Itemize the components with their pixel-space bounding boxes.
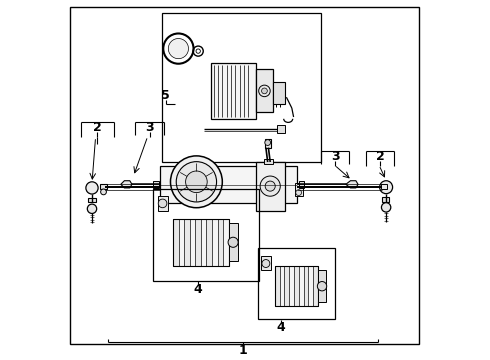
Circle shape bbox=[169, 39, 189, 59]
Bar bbox=[223, 219, 229, 266]
Bar bbox=[275, 266, 280, 306]
Bar bbox=[294, 266, 299, 306]
Bar bbox=[285, 266, 289, 306]
Bar bbox=[212, 219, 218, 266]
Bar bbox=[201, 219, 206, 266]
Text: 2: 2 bbox=[376, 150, 384, 163]
Bar bbox=[162, 13, 320, 162]
Bar bbox=[196, 219, 201, 266]
Circle shape bbox=[260, 176, 280, 196]
Circle shape bbox=[186, 171, 207, 193]
Bar bbox=[88, 198, 96, 202]
Bar bbox=[382, 197, 390, 202]
Bar bbox=[184, 219, 190, 266]
Bar bbox=[275, 266, 318, 306]
Bar bbox=[304, 266, 309, 306]
Bar bbox=[264, 159, 273, 164]
Bar bbox=[173, 219, 178, 266]
Circle shape bbox=[381, 203, 391, 212]
Text: 4: 4 bbox=[277, 321, 285, 334]
Bar bbox=[265, 139, 270, 148]
Circle shape bbox=[262, 260, 270, 267]
Bar bbox=[178, 219, 184, 266]
Bar bbox=[280, 266, 285, 306]
Bar bbox=[258, 248, 335, 319]
Circle shape bbox=[265, 140, 270, 145]
Circle shape bbox=[265, 181, 275, 191]
Text: 5: 5 bbox=[161, 89, 170, 102]
Bar bbox=[100, 184, 107, 189]
Bar bbox=[381, 184, 387, 189]
Text: 4: 4 bbox=[194, 283, 202, 296]
Bar bbox=[313, 266, 318, 306]
Circle shape bbox=[100, 189, 106, 195]
Bar bbox=[277, 125, 285, 133]
Circle shape bbox=[158, 199, 167, 208]
Circle shape bbox=[380, 181, 392, 194]
Circle shape bbox=[171, 156, 222, 208]
Bar bbox=[173, 219, 229, 266]
Circle shape bbox=[262, 88, 268, 94]
Bar bbox=[157, 196, 168, 211]
Bar bbox=[211, 63, 256, 119]
Bar bbox=[206, 219, 212, 266]
Circle shape bbox=[86, 182, 98, 194]
Bar bbox=[273, 82, 285, 104]
Bar bbox=[153, 189, 259, 281]
Text: 3: 3 bbox=[331, 150, 339, 163]
Bar bbox=[256, 162, 285, 211]
Bar bbox=[309, 266, 313, 306]
Circle shape bbox=[87, 204, 97, 213]
Bar bbox=[218, 219, 223, 266]
Text: 3: 3 bbox=[146, 121, 154, 134]
Text: 2: 2 bbox=[93, 121, 102, 134]
Bar bbox=[289, 266, 294, 306]
Bar bbox=[153, 181, 159, 188]
Bar bbox=[160, 166, 297, 203]
Bar bbox=[294, 183, 303, 196]
Circle shape bbox=[176, 162, 217, 202]
Polygon shape bbox=[121, 181, 132, 188]
Circle shape bbox=[228, 237, 238, 247]
Text: 1: 1 bbox=[239, 345, 247, 357]
Circle shape bbox=[318, 282, 327, 291]
Circle shape bbox=[296, 190, 301, 195]
Bar bbox=[261, 256, 270, 270]
Bar bbox=[318, 270, 326, 302]
Polygon shape bbox=[346, 181, 358, 188]
Bar bbox=[190, 219, 196, 266]
Bar bbox=[229, 223, 238, 261]
Bar bbox=[256, 69, 273, 112]
Bar bbox=[299, 181, 304, 188]
Bar bbox=[299, 266, 304, 306]
